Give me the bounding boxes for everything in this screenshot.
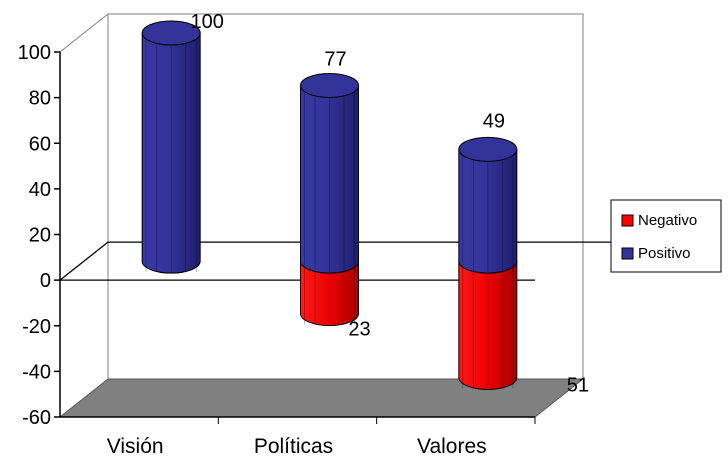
legend-box: [610, 199, 722, 273]
legend-swatch-negativo: [621, 214, 634, 227]
bar-positivo-0-body: [141, 32, 201, 274]
y-tick-label: 100: [18, 42, 51, 64]
data-label: 51: [567, 374, 589, 396]
y-tick-label: 0: [40, 270, 51, 292]
data-labels: 100 77 23 49 51: [190, 11, 588, 396]
back-wall-edge: [59, 13, 584, 379]
plot-frame: [59, 13, 584, 379]
bar-positivo-0-cap: [141, 20, 201, 46]
data-label: 23: [348, 319, 370, 341]
y-tick-label: -20: [22, 316, 51, 338]
bar-negativo-1: [300, 260, 359, 327]
y-tick-label: 80: [29, 88, 51, 110]
legend-swatch-positivo: [621, 247, 634, 260]
y-tick-label: 20: [29, 225, 51, 247]
bar-positivo-0: [141, 20, 201, 274]
legend: Negativo Positivo: [610, 199, 722, 273]
bar-negativo-1-body: [300, 260, 359, 327]
category-label: Políticas: [254, 435, 333, 457]
bar-positivo-1-body: [300, 84, 359, 274]
bar-negativo-2-body: [458, 260, 518, 390]
zero-plane-back-edge: [59, 241, 633, 281]
y-tick-label: -40: [22, 361, 51, 383]
y-tick-label: -60: [22, 407, 51, 429]
bar-positivo-2-body: [458, 148, 518, 274]
category-label: Visión: [107, 435, 164, 457]
legend-label-negativo: Negativo: [638, 212, 697, 229]
data-label: 49: [483, 110, 505, 132]
category-label: Valores: [417, 435, 487, 457]
data-label: 100: [190, 11, 223, 33]
legend-label-positivo: Positivo: [638, 245, 691, 262]
bar-positivo-1-cap: [300, 72, 359, 98]
y-tick-label: 60: [29, 133, 51, 155]
bars: [59, 20, 633, 390]
y-axis: 100 80 60 40 20 0 -20 -40 -60: [18, 42, 61, 429]
data-label: 77: [324, 48, 346, 70]
y-tick-label: 40: [29, 179, 51, 201]
bar-positivo-2-cap: [458, 136, 518, 162]
bar-positivo-2: [458, 136, 518, 274]
category-labels: Visión Políticas Valores: [60, 416, 536, 457]
bar-positivo-1: [300, 72, 359, 274]
bar-negativo-2: [458, 260, 518, 390]
